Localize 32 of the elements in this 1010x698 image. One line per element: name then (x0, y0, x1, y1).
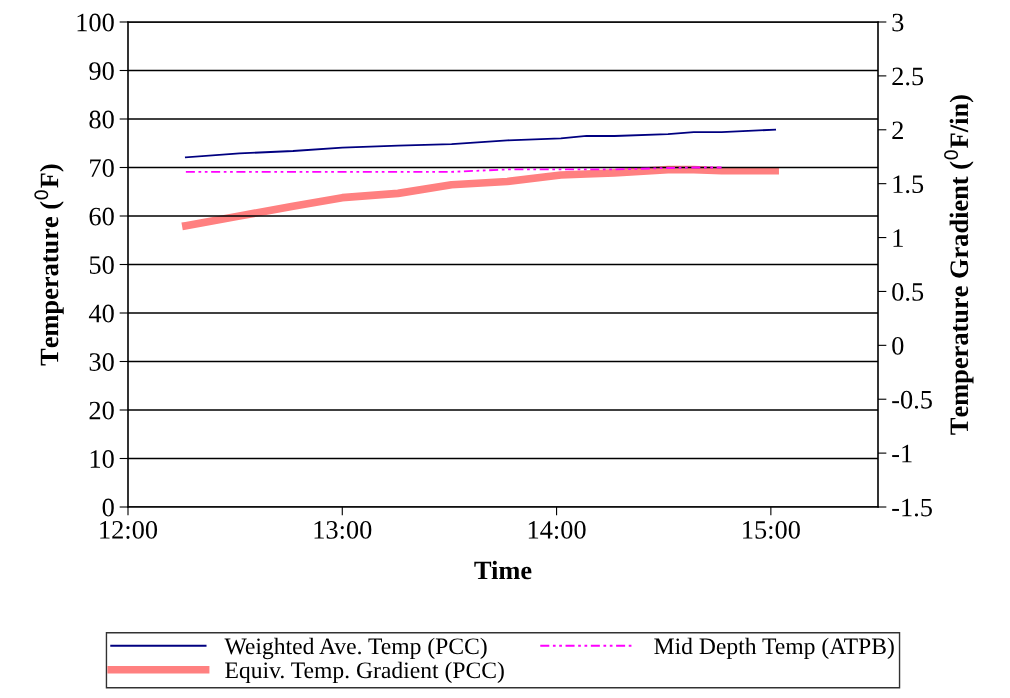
y-tick-label: 0 (102, 498, 114, 517)
x-tick-label: 15:00 (743, 520, 800, 539)
y-tick-label: 80 (89, 110, 114, 129)
y-tick-label: 100 (77, 13, 114, 32)
y-tick-label: 30 (89, 353, 114, 371)
y2-tick-label: -1.5 (892, 498, 932, 517)
y2-tick-label: -1 (892, 444, 912, 463)
y2-tick-label: -0.5 (892, 390, 932, 409)
legend-label: Equiv. Temp. Gradient (PCC) (225, 661, 504, 684)
y-axis-title: Temperature ($^{0}$F) (34, 164, 64, 366)
y2-tick-label: 2 (892, 121, 903, 139)
x-tick-label: 12:00 (100, 520, 158, 539)
y-tick-label: 60 (89, 207, 114, 226)
y2-tick-label: 0 (892, 336, 904, 355)
y-tick-label: 70 (90, 159, 114, 177)
y2-tick-label: 1.5 (893, 175, 924, 194)
y-tick-label: 20 (89, 401, 114, 420)
y2-tick-label: 1 (893, 229, 903, 247)
legend-label: Weighted Ave. Temp (PCC) (224, 637, 487, 660)
line-series (184, 128, 777, 159)
y-tick-label: 90 (89, 62, 114, 80)
y-tick-label: 10 (90, 450, 114, 468)
x-tick-label: 14:00 (528, 520, 586, 539)
x-axis-title: Time (474, 560, 532, 580)
y-tick-label: 50 (89, 256, 114, 274)
y2-axis-title: Temperature Gradient ($^{0}$F/in) (944, 95, 974, 435)
y-tick-label: 40 (88, 304, 114, 323)
x-tick-label: 13:00 (314, 520, 372, 539)
legend-label: Mid Depth Temp (ATPB) (654, 637, 894, 660)
y2-tick-label: 2.5 (892, 67, 924, 86)
y2-tick-label: 0.5 (892, 283, 924, 301)
y2-tick-label: 3 (892, 13, 904, 32)
